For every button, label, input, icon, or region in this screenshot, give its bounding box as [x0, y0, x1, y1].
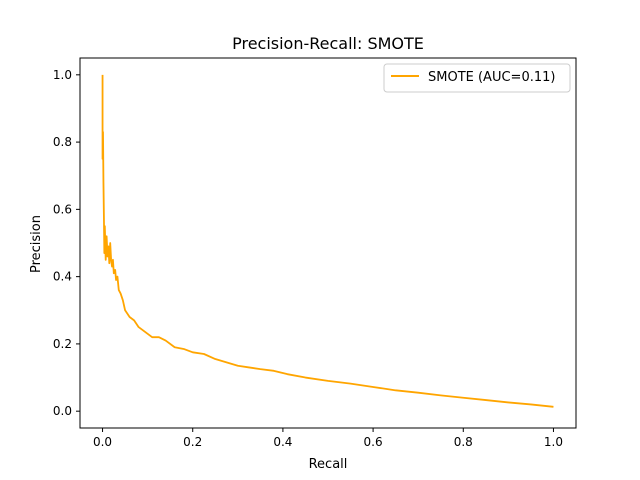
legend: SMOTE (AUC=0.11) — [383, 63, 571, 93]
legend-box — [383, 63, 571, 93]
plot-layer — [101, 74, 554, 408]
y-tick-label: 0.6 — [53, 202, 72, 216]
x-tick-label: 0.2 — [183, 435, 202, 449]
y-tick-label: 0.0 — [53, 404, 72, 418]
x-tick-label: 0.6 — [364, 435, 383, 449]
axes-frame — [79, 57, 577, 429]
axes-layer: 0.0 0.2 0.4 0.6 0.8 1.0 0.0 0.2 0.4 0.6 0.8 1.0 — [53, 57, 577, 449]
x-axis-label: Recall — [309, 457, 348, 472]
x-tick-label: 0.4 — [273, 435, 292, 449]
y-tick-label: 0.4 — [53, 270, 72, 284]
x-tick-label: 1.0 — [544, 435, 563, 449]
y-tick-label: 0.8 — [53, 135, 72, 149]
chart-title: Precision-Recall: SMOTE — [232, 34, 424, 53]
x-tick-label: 0.0 — [93, 435, 112, 449]
legend-entry-smote: SMOTE (AUC=0.11) — [428, 70, 555, 85]
y-tick-label: 0.2 — [53, 337, 72, 351]
x-tick-label: 0.8 — [454, 435, 473, 449]
series-line-0 — [101, 74, 554, 408]
y-tick-label: 1.0 — [53, 68, 72, 82]
y-axis-label: Precision — [29, 215, 44, 273]
